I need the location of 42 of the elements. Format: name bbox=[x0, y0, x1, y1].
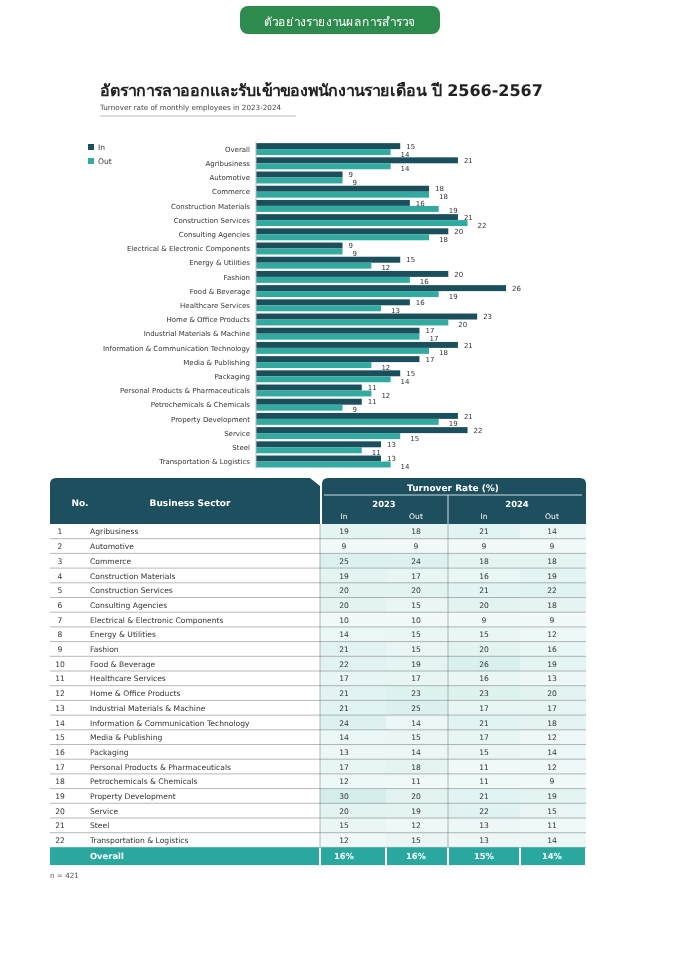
bar bbox=[256, 418, 439, 425]
bar bbox=[256, 347, 430, 354]
bar bbox=[256, 441, 381, 448]
bar bbox=[256, 370, 401, 377]
bar bbox=[256, 433, 401, 440]
bar bbox=[256, 220, 468, 227]
bar bbox=[256, 305, 381, 312]
bar bbox=[256, 455, 381, 462]
bar bbox=[256, 214, 458, 221]
bar bbox=[256, 199, 410, 206]
bar bbox=[256, 234, 430, 241]
bar bbox=[256, 276, 410, 283]
bar bbox=[256, 171, 343, 178]
bar bbox=[256, 191, 430, 198]
bar bbox=[256, 356, 420, 363]
bar bbox=[256, 327, 420, 334]
bar bbox=[256, 333, 420, 340]
bar bbox=[256, 313, 478, 320]
bar bbox=[256, 384, 362, 391]
bar bbox=[256, 256, 401, 263]
bar bbox=[256, 404, 343, 411]
bar bbox=[256, 143, 401, 150]
chart-title: อัตราการลาออกและรับเข้าของพนักงานรายเดือน ปี 2566-2567 bbox=[100, 80, 543, 100]
bar bbox=[256, 291, 439, 298]
bar bbox=[256, 362, 372, 369]
bar bbox=[256, 228, 449, 235]
bar bbox=[256, 412, 458, 419]
bar bbox=[256, 270, 449, 277]
bar bbox=[256, 185, 430, 192]
bar bbox=[256, 376, 391, 383]
bar bbox=[256, 205, 439, 212]
bar bbox=[256, 163, 391, 170]
bar bbox=[256, 447, 362, 454]
bar bbox=[256, 149, 391, 156]
bar bbox=[256, 242, 343, 249]
bar bbox=[256, 262, 372, 269]
bar bbox=[256, 157, 458, 164]
bar bbox=[256, 285, 506, 292]
bar bbox=[256, 398, 362, 405]
bar bbox=[256, 341, 458, 348]
bar bbox=[256, 299, 410, 306]
bar bbox=[256, 427, 468, 434]
